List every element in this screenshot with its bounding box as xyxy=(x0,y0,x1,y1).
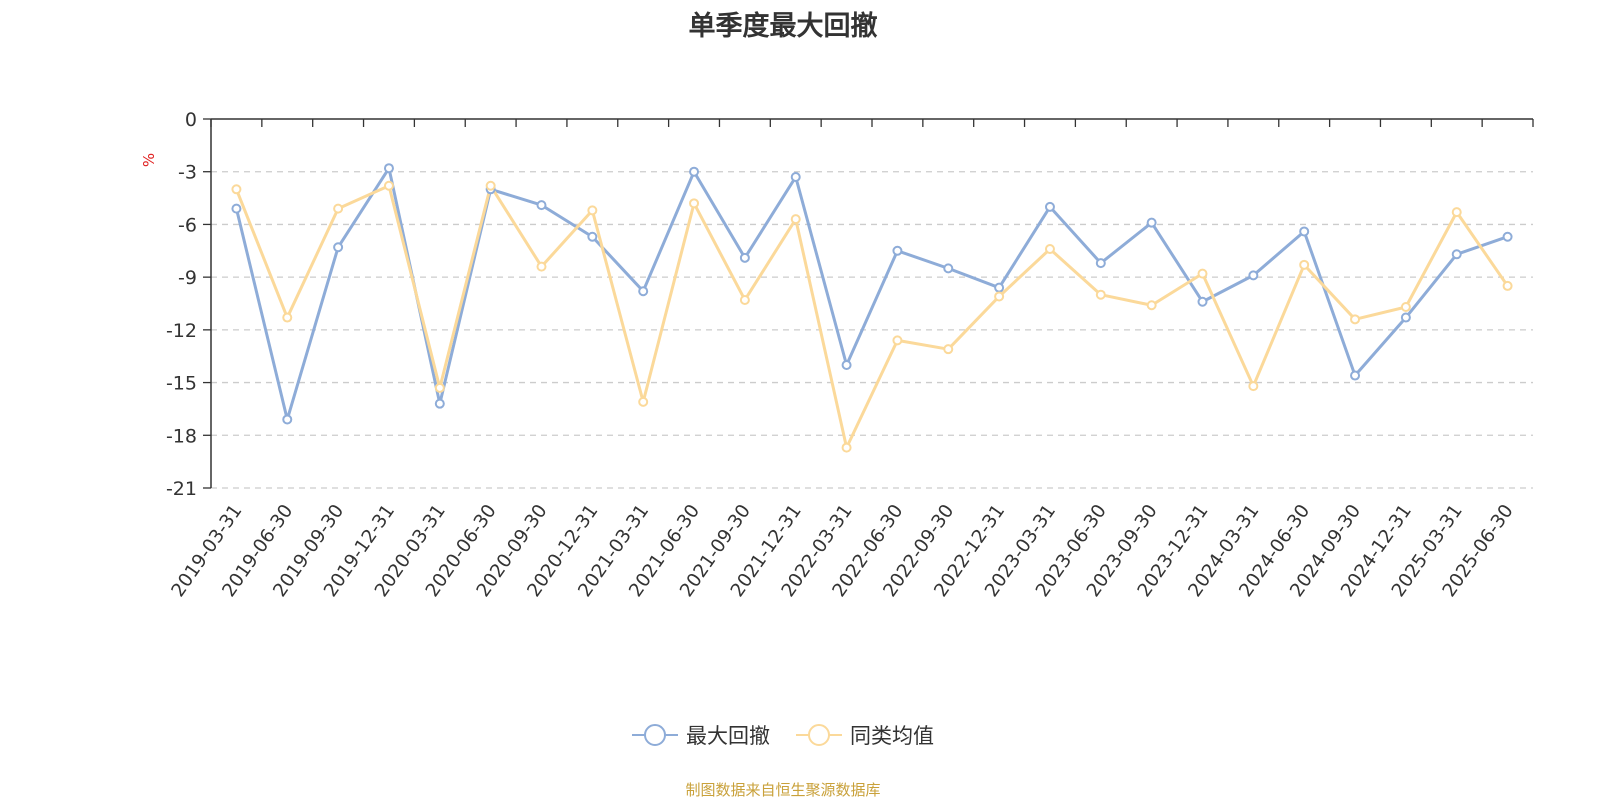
series-1-point[interactable] xyxy=(892,335,903,346)
series-0-point[interactable] xyxy=(1197,296,1208,307)
series-0-point[interactable] xyxy=(638,286,649,297)
series-0-point[interactable] xyxy=(1350,370,1361,381)
series-1-point[interactable] xyxy=(739,294,750,305)
series-1-point[interactable] xyxy=(638,396,649,407)
series-1-point[interactable] xyxy=(1350,314,1361,325)
series-0-point[interactable] xyxy=(1299,226,1310,237)
series-0-point[interactable] xyxy=(282,414,293,425)
series-0-point[interactable] xyxy=(1095,258,1106,269)
series-1-point[interactable] xyxy=(1197,268,1208,279)
series-1-point[interactable] xyxy=(1146,300,1157,311)
series-0-point[interactable] xyxy=(536,200,547,211)
series-0-point[interactable] xyxy=(587,231,598,242)
series-0-point[interactable] xyxy=(739,252,750,263)
legend-item-peer-average[interactable]: 同类均值 xyxy=(796,720,934,750)
series-1-point[interactable] xyxy=(943,344,954,355)
series-0-point[interactable] xyxy=(231,203,242,214)
series-0-point[interactable] xyxy=(434,398,445,409)
series-1-point[interactable] xyxy=(1095,289,1106,300)
series-0-point[interactable] xyxy=(1044,201,1055,212)
series-0-point[interactable] xyxy=(383,163,394,174)
series-1-point[interactable] xyxy=(1451,207,1462,218)
series-1-point[interactable] xyxy=(1299,259,1310,270)
y-tick-label: -3 xyxy=(178,162,197,184)
legend-label-peer-average: 同类均值 xyxy=(850,724,934,748)
series-1-point[interactable] xyxy=(383,180,394,191)
series-0-point[interactable] xyxy=(1248,270,1259,281)
series-1-point[interactable] xyxy=(1502,280,1513,291)
series-0-point[interactable] xyxy=(1451,249,1462,260)
series-0-point[interactable] xyxy=(892,245,903,256)
series-1-point[interactable] xyxy=(434,382,445,393)
y-tick-label: -6 xyxy=(178,214,197,236)
source-note: 制图数据来自恒生聚源数据库 xyxy=(685,781,881,799)
y-tick-label: 0 xyxy=(185,109,197,131)
series-1-point[interactable] xyxy=(333,203,344,214)
series-1-point[interactable] xyxy=(282,312,293,323)
grid-lines xyxy=(211,171,1533,489)
series-0-point[interactable] xyxy=(1146,217,1157,228)
series-0-point[interactable] xyxy=(841,360,852,370)
y-tick-label: -21 xyxy=(166,478,197,500)
series-1-point[interactable] xyxy=(231,184,242,195)
y-tick-label: -15 xyxy=(166,373,197,395)
series-1-point[interactable] xyxy=(841,442,852,453)
series-1-point[interactable] xyxy=(994,291,1005,302)
y-axis-unit-label: % xyxy=(140,153,158,167)
series-0-point[interactable] xyxy=(333,242,344,253)
y-tick-label: -9 xyxy=(178,267,197,289)
series-line-0 xyxy=(234,166,1509,421)
series-1-point[interactable] xyxy=(485,180,496,191)
y-tick-label: -18 xyxy=(166,425,197,447)
legend-item-max-drawdown[interactable]: 最大回撤 xyxy=(632,720,770,750)
series-line-1 xyxy=(235,184,1509,450)
series-lines xyxy=(231,163,1513,453)
legend-label-max-drawdown: 最大回撤 xyxy=(686,724,770,748)
series-1-point[interactable] xyxy=(536,261,547,272)
series-1-point[interactable] xyxy=(587,205,598,216)
legend: 最大回撤 同类均值 xyxy=(0,720,1566,750)
series-1-point[interactable] xyxy=(1044,244,1055,255)
series-1-point[interactable] xyxy=(1248,381,1259,392)
series-0-point[interactable] xyxy=(689,166,700,177)
legend-marker-max-drawdown xyxy=(632,724,678,746)
chart-title: 单季度最大回撤 xyxy=(688,11,878,42)
series-0-point[interactable] xyxy=(1502,231,1513,242)
series-0-point[interactable] xyxy=(943,263,954,274)
series-1-point[interactable] xyxy=(689,198,700,209)
series-0-point[interactable] xyxy=(1400,312,1411,323)
series-0-point[interactable] xyxy=(790,171,801,182)
legend-marker-peer-average xyxy=(796,724,842,746)
series-0-point[interactable] xyxy=(994,282,1005,293)
series-1-point[interactable] xyxy=(790,214,801,225)
y-tick-label: -12 xyxy=(166,320,197,342)
series-1-point[interactable] xyxy=(1400,302,1411,313)
